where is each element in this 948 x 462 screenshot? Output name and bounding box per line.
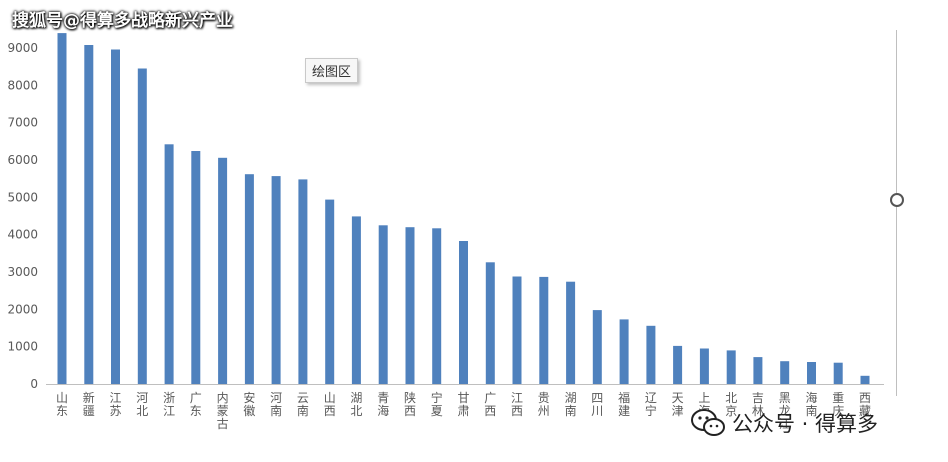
x-category-label: 吉林 [752, 391, 764, 418]
sohu-watermark: 搜狐号@得算多战略新兴产业 [12, 11, 233, 31]
x-category-label: 广东 [190, 391, 202, 418]
bar-19 [566, 281, 576, 384]
y-tick-label: 8000 [7, 78, 38, 92]
x-category-label: 浙江 [163, 391, 175, 418]
x-category-label: 山东 [56, 391, 68, 418]
x-category-label: 青海 [377, 391, 389, 418]
x-category-label: 安徽 [243, 390, 255, 418]
bar-13 [405, 227, 415, 384]
plot-area-tooltip: 绘图区 [305, 58, 359, 83]
bar-14 [432, 228, 442, 384]
resize-handle[interactable] [890, 193, 904, 207]
bar-4 [164, 144, 174, 384]
y-tick-label: 9000 [7, 41, 38, 55]
x-category-label: 陕西 [404, 390, 416, 418]
x-category-label: 北京 [725, 391, 737, 418]
x-category-label: 湖南 [565, 390, 577, 418]
bar-24 [699, 348, 709, 384]
x-category-label: 广西 [484, 391, 496, 418]
bar-30 [860, 375, 870, 384]
x-category-label: 甘肃 [457, 391, 469, 418]
y-tick-label: 0 [30, 377, 38, 391]
x-category-label: 重庆 [832, 391, 844, 418]
x-category-label: 湖北 [350, 390, 362, 418]
wechat-watermark: 公众号 · 得算多 [690, 408, 878, 438]
x-category-label: 山西 [324, 391, 336, 418]
bar-25 [726, 350, 736, 384]
bar-21 [619, 319, 629, 384]
bar-17 [512, 276, 522, 384]
x-category-label: 新疆 [83, 390, 95, 418]
x-category-label: 天津 [672, 391, 684, 418]
bar-10 [325, 199, 335, 384]
x-category-label: 江苏 [109, 391, 121, 418]
x-category-label: 黑龙江 [779, 391, 791, 431]
y-tick-label: 7000 [7, 116, 38, 130]
bar-29 [833, 362, 843, 384]
bar-27 [780, 361, 790, 384]
y-tick-label: 3000 [7, 265, 38, 279]
bar-16 [485, 262, 495, 384]
bar-12 [378, 225, 388, 384]
bar-28 [807, 362, 816, 384]
x-category-label: 四川 [591, 391, 603, 418]
x-category-label: 辽宁 [645, 391, 657, 418]
y-tick-label: 6000 [7, 153, 38, 167]
y-tick-label: 5000 [7, 190, 38, 204]
plot-area-edge [896, 30, 897, 396]
bar-7 [244, 174, 254, 384]
bar-0 [57, 33, 67, 384]
x-category-label: 江西 [511, 391, 523, 418]
bar-5 [191, 151, 201, 384]
bar-9 [298, 179, 308, 384]
x-category-label: 宁夏 [431, 390, 443, 418]
bars [57, 33, 870, 384]
x-category-label: 贵州 [538, 391, 550, 418]
x-category-label: 河北 [136, 391, 148, 418]
bar-11 [351, 216, 361, 384]
bar-15 [459, 241, 468, 384]
wechat-icon [690, 408, 726, 438]
bar-6 [218, 157, 228, 384]
x-category-label: 福建 [618, 390, 630, 418]
bar-8 [271, 176, 281, 384]
x-category-label: 内蒙古 [217, 391, 229, 431]
bar-3 [137, 68, 147, 384]
x-category-label: 海南 [805, 390, 817, 418]
y-axis-ticks: 0 1000 2000 3000 4000 5000 6000 7000 8000 9000 [7, 41, 38, 391]
bar-20 [592, 310, 602, 384]
y-tick-label: 1000 [7, 340, 38, 354]
x-category-label: 西藏 [859, 391, 871, 418]
x-category-label: 云南 [297, 391, 309, 418]
bar-26 [753, 357, 763, 384]
y-tick-label: 4000 [7, 228, 38, 242]
x-category-label: 河南 [270, 391, 282, 418]
bar-1 [84, 45, 94, 384]
wechat-watermark-text: 公众号 · 得算多 [732, 412, 879, 436]
bar-2 [111, 49, 120, 384]
bar-23 [673, 345, 683, 384]
bar-22 [646, 325, 656, 384]
y-tick-label: 2000 [7, 302, 38, 316]
bar-18 [539, 276, 549, 384]
